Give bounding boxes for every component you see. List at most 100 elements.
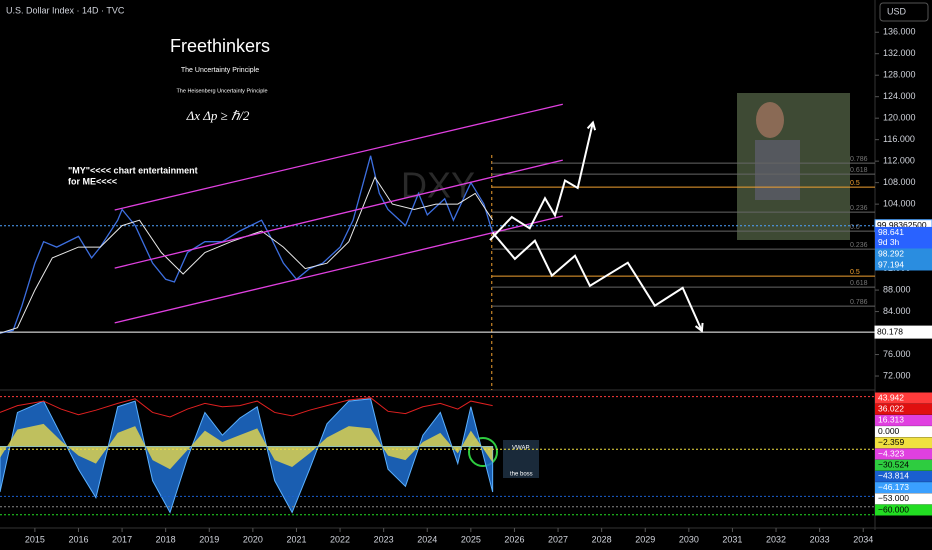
x-tick-label: 2018 xyxy=(156,534,176,544)
y-tick-label: 72.000 xyxy=(883,370,911,380)
osc-tag xyxy=(875,426,932,438)
x-tick-label: 2019 xyxy=(199,534,219,544)
line xyxy=(114,215,563,324)
y-tick-label: 88.000 xyxy=(883,284,911,294)
y-tick-label: 112.000 xyxy=(883,156,915,166)
x-tick-label: 2024 xyxy=(417,534,437,544)
countdown: 9d 3h xyxy=(878,237,900,247)
osc-tag xyxy=(875,470,932,482)
y-tick-label: 120.000 xyxy=(883,113,916,123)
fib-label: 0.618 xyxy=(850,167,868,174)
osc-tag-label: −53.000 xyxy=(878,493,909,503)
side-tag-label: 98.292 xyxy=(878,248,904,258)
arrow-head xyxy=(694,322,704,333)
osc-tag xyxy=(875,414,932,426)
photo-body xyxy=(755,140,800,200)
x-tick-label: 2021 xyxy=(286,534,306,544)
badge-text: VWAP xyxy=(512,446,529,452)
x-tick-label: 2032 xyxy=(766,534,786,544)
annotation: "MY"<<<< chart entertainment xyxy=(68,165,198,175)
line xyxy=(489,122,594,241)
x-tick-label: 2030 xyxy=(679,534,699,544)
x-tick-label: 2026 xyxy=(504,534,524,544)
x-tick-label: 2025 xyxy=(461,534,481,544)
x-tick-label: 2016 xyxy=(68,534,88,544)
osc-tag xyxy=(875,504,932,516)
x-tick-label: 2015 xyxy=(25,534,45,544)
side-tag-label: 97.194 xyxy=(878,259,904,269)
osc-area xyxy=(0,398,494,514)
osc-signal xyxy=(0,423,493,470)
osc-tag-label: 16.313 xyxy=(878,415,904,425)
osc-tag-label: −30.524 xyxy=(878,459,909,469)
title: Freethinkers xyxy=(170,36,270,56)
x-tick-label: 2028 xyxy=(592,534,612,544)
y-tick-label: 116.000 xyxy=(883,134,915,144)
line xyxy=(0,155,494,334)
osc-tag xyxy=(875,392,932,404)
line xyxy=(491,231,703,332)
price-tag xyxy=(874,325,932,339)
line xyxy=(114,159,563,269)
y-tick-label: 124.000 xyxy=(883,91,916,101)
osc-tag xyxy=(875,459,932,471)
osc-tag-label: −46.173 xyxy=(878,482,909,492)
highlight-circle xyxy=(468,437,498,467)
side-tag xyxy=(875,248,932,260)
price-tag xyxy=(875,226,932,249)
y-tick-label: 84.000 xyxy=(883,306,911,316)
y-tick-label: 136.000 xyxy=(883,27,916,37)
fib-label: 0.618 xyxy=(850,280,868,287)
badge-text: the boss xyxy=(510,472,533,478)
x-tick-label: 2029 xyxy=(635,534,655,544)
fib-label: 0.5 xyxy=(850,269,860,276)
osc-tag-label: −60.000 xyxy=(878,504,909,514)
osc-tag xyxy=(875,437,932,449)
y-tick-label: 104.000 xyxy=(883,199,916,209)
price-tag-label: 80.178 xyxy=(877,326,903,336)
fib-label: 0.236 xyxy=(850,242,868,249)
osc-tag xyxy=(875,493,932,505)
osc-tag xyxy=(875,403,932,415)
x-tick-label: 2022 xyxy=(330,534,350,544)
line xyxy=(114,103,563,211)
fib-label: 0.786 xyxy=(850,156,868,163)
fib-label: 0.0 xyxy=(850,224,860,231)
x-tick-label: 2034 xyxy=(853,534,873,544)
fib-label: 0.786 xyxy=(850,299,868,306)
fib-label: 0.5 xyxy=(850,180,860,187)
subtitle: The Uncertainty Principle xyxy=(181,67,259,74)
fib-label: 0.236 xyxy=(850,205,868,212)
watermark: DXY xyxy=(401,165,475,206)
arrow-head xyxy=(586,120,597,131)
osc-tag-label: −43.814 xyxy=(878,471,909,481)
osc-upper xyxy=(0,397,493,418)
annotation: for ME<<<< xyxy=(68,176,117,186)
badge xyxy=(503,440,539,478)
currency[interactable]: USD xyxy=(887,6,907,16)
x-tick-label: 2031 xyxy=(722,534,742,544)
currency-box[interactable] xyxy=(879,2,929,22)
y-tick-label: 108.000 xyxy=(883,177,916,187)
osc-tag-label: 43.942 xyxy=(878,392,904,402)
y-tick-label: 132.000 xyxy=(883,48,916,58)
price-tag-label: 98.641 xyxy=(878,227,904,237)
x-tick-label: 2020 xyxy=(243,534,263,544)
symbol-title: U.S. Dollar Index · 14D · TVC xyxy=(6,5,125,15)
note: The Heisenberg Uncertainty Principle xyxy=(176,88,267,94)
photo-face xyxy=(756,102,784,138)
formula: Δx Δp ≥ ℏ/2 xyxy=(186,108,250,123)
y-tick-label: 76.000 xyxy=(883,349,911,359)
side-tag xyxy=(875,259,932,271)
x-tick-label: 2027 xyxy=(548,534,568,544)
x-tick-label: 2023 xyxy=(374,534,394,544)
osc-tag xyxy=(875,448,932,460)
osc-tag-label: −2.359 xyxy=(878,437,905,447)
osc-tag xyxy=(875,482,932,494)
x-tick-label: 2033 xyxy=(810,534,830,544)
price-tag-label: 99.98362500 xyxy=(877,220,927,230)
osc-tag-label: 36.022 xyxy=(878,403,904,413)
x-tick-label: 2017 xyxy=(112,534,132,544)
